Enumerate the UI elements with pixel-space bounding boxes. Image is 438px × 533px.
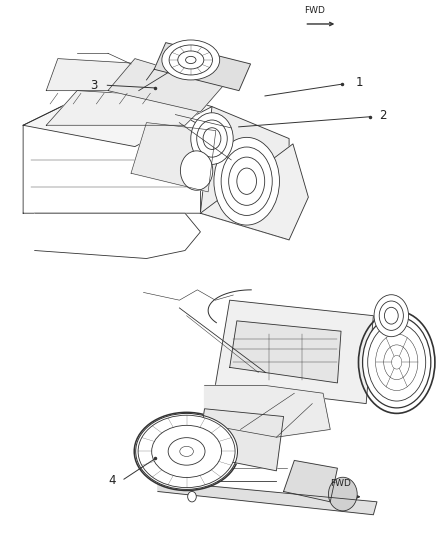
Polygon shape	[35, 213, 201, 259]
Polygon shape	[230, 321, 341, 383]
Polygon shape	[198, 409, 283, 471]
Ellipse shape	[375, 334, 418, 391]
Ellipse shape	[138, 415, 235, 488]
Ellipse shape	[229, 157, 265, 205]
Ellipse shape	[214, 138, 279, 225]
Polygon shape	[46, 59, 146, 91]
Ellipse shape	[197, 120, 227, 157]
Circle shape	[187, 491, 196, 502]
Ellipse shape	[221, 147, 272, 215]
Ellipse shape	[237, 168, 257, 195]
Polygon shape	[108, 59, 223, 112]
Text: 2: 2	[379, 109, 387, 122]
Ellipse shape	[367, 324, 426, 401]
Text: 4: 4	[108, 474, 116, 487]
Polygon shape	[201, 144, 308, 240]
Ellipse shape	[392, 356, 402, 369]
Text: 1: 1	[355, 76, 363, 89]
Polygon shape	[23, 80, 201, 213]
Ellipse shape	[136, 414, 237, 489]
Polygon shape	[205, 385, 330, 437]
Ellipse shape	[180, 151, 213, 190]
Polygon shape	[215, 300, 373, 403]
Ellipse shape	[379, 301, 403, 330]
Text: FWD: FWD	[330, 479, 351, 488]
Ellipse shape	[162, 40, 220, 80]
Polygon shape	[131, 123, 216, 192]
Ellipse shape	[374, 295, 409, 337]
Ellipse shape	[385, 308, 398, 324]
Polygon shape	[23, 80, 212, 147]
Ellipse shape	[384, 345, 410, 379]
Polygon shape	[158, 481, 377, 515]
Text: 3: 3	[91, 79, 98, 92]
Ellipse shape	[152, 425, 222, 478]
Ellipse shape	[168, 438, 205, 465]
Ellipse shape	[203, 128, 221, 149]
Ellipse shape	[328, 477, 357, 511]
Ellipse shape	[191, 113, 233, 164]
Bar	[79, 269, 438, 528]
Polygon shape	[154, 43, 251, 91]
Polygon shape	[283, 461, 337, 502]
Ellipse shape	[363, 317, 431, 408]
Polygon shape	[201, 107, 289, 240]
Polygon shape	[46, 91, 212, 125]
Text: FWD: FWD	[304, 6, 325, 15]
